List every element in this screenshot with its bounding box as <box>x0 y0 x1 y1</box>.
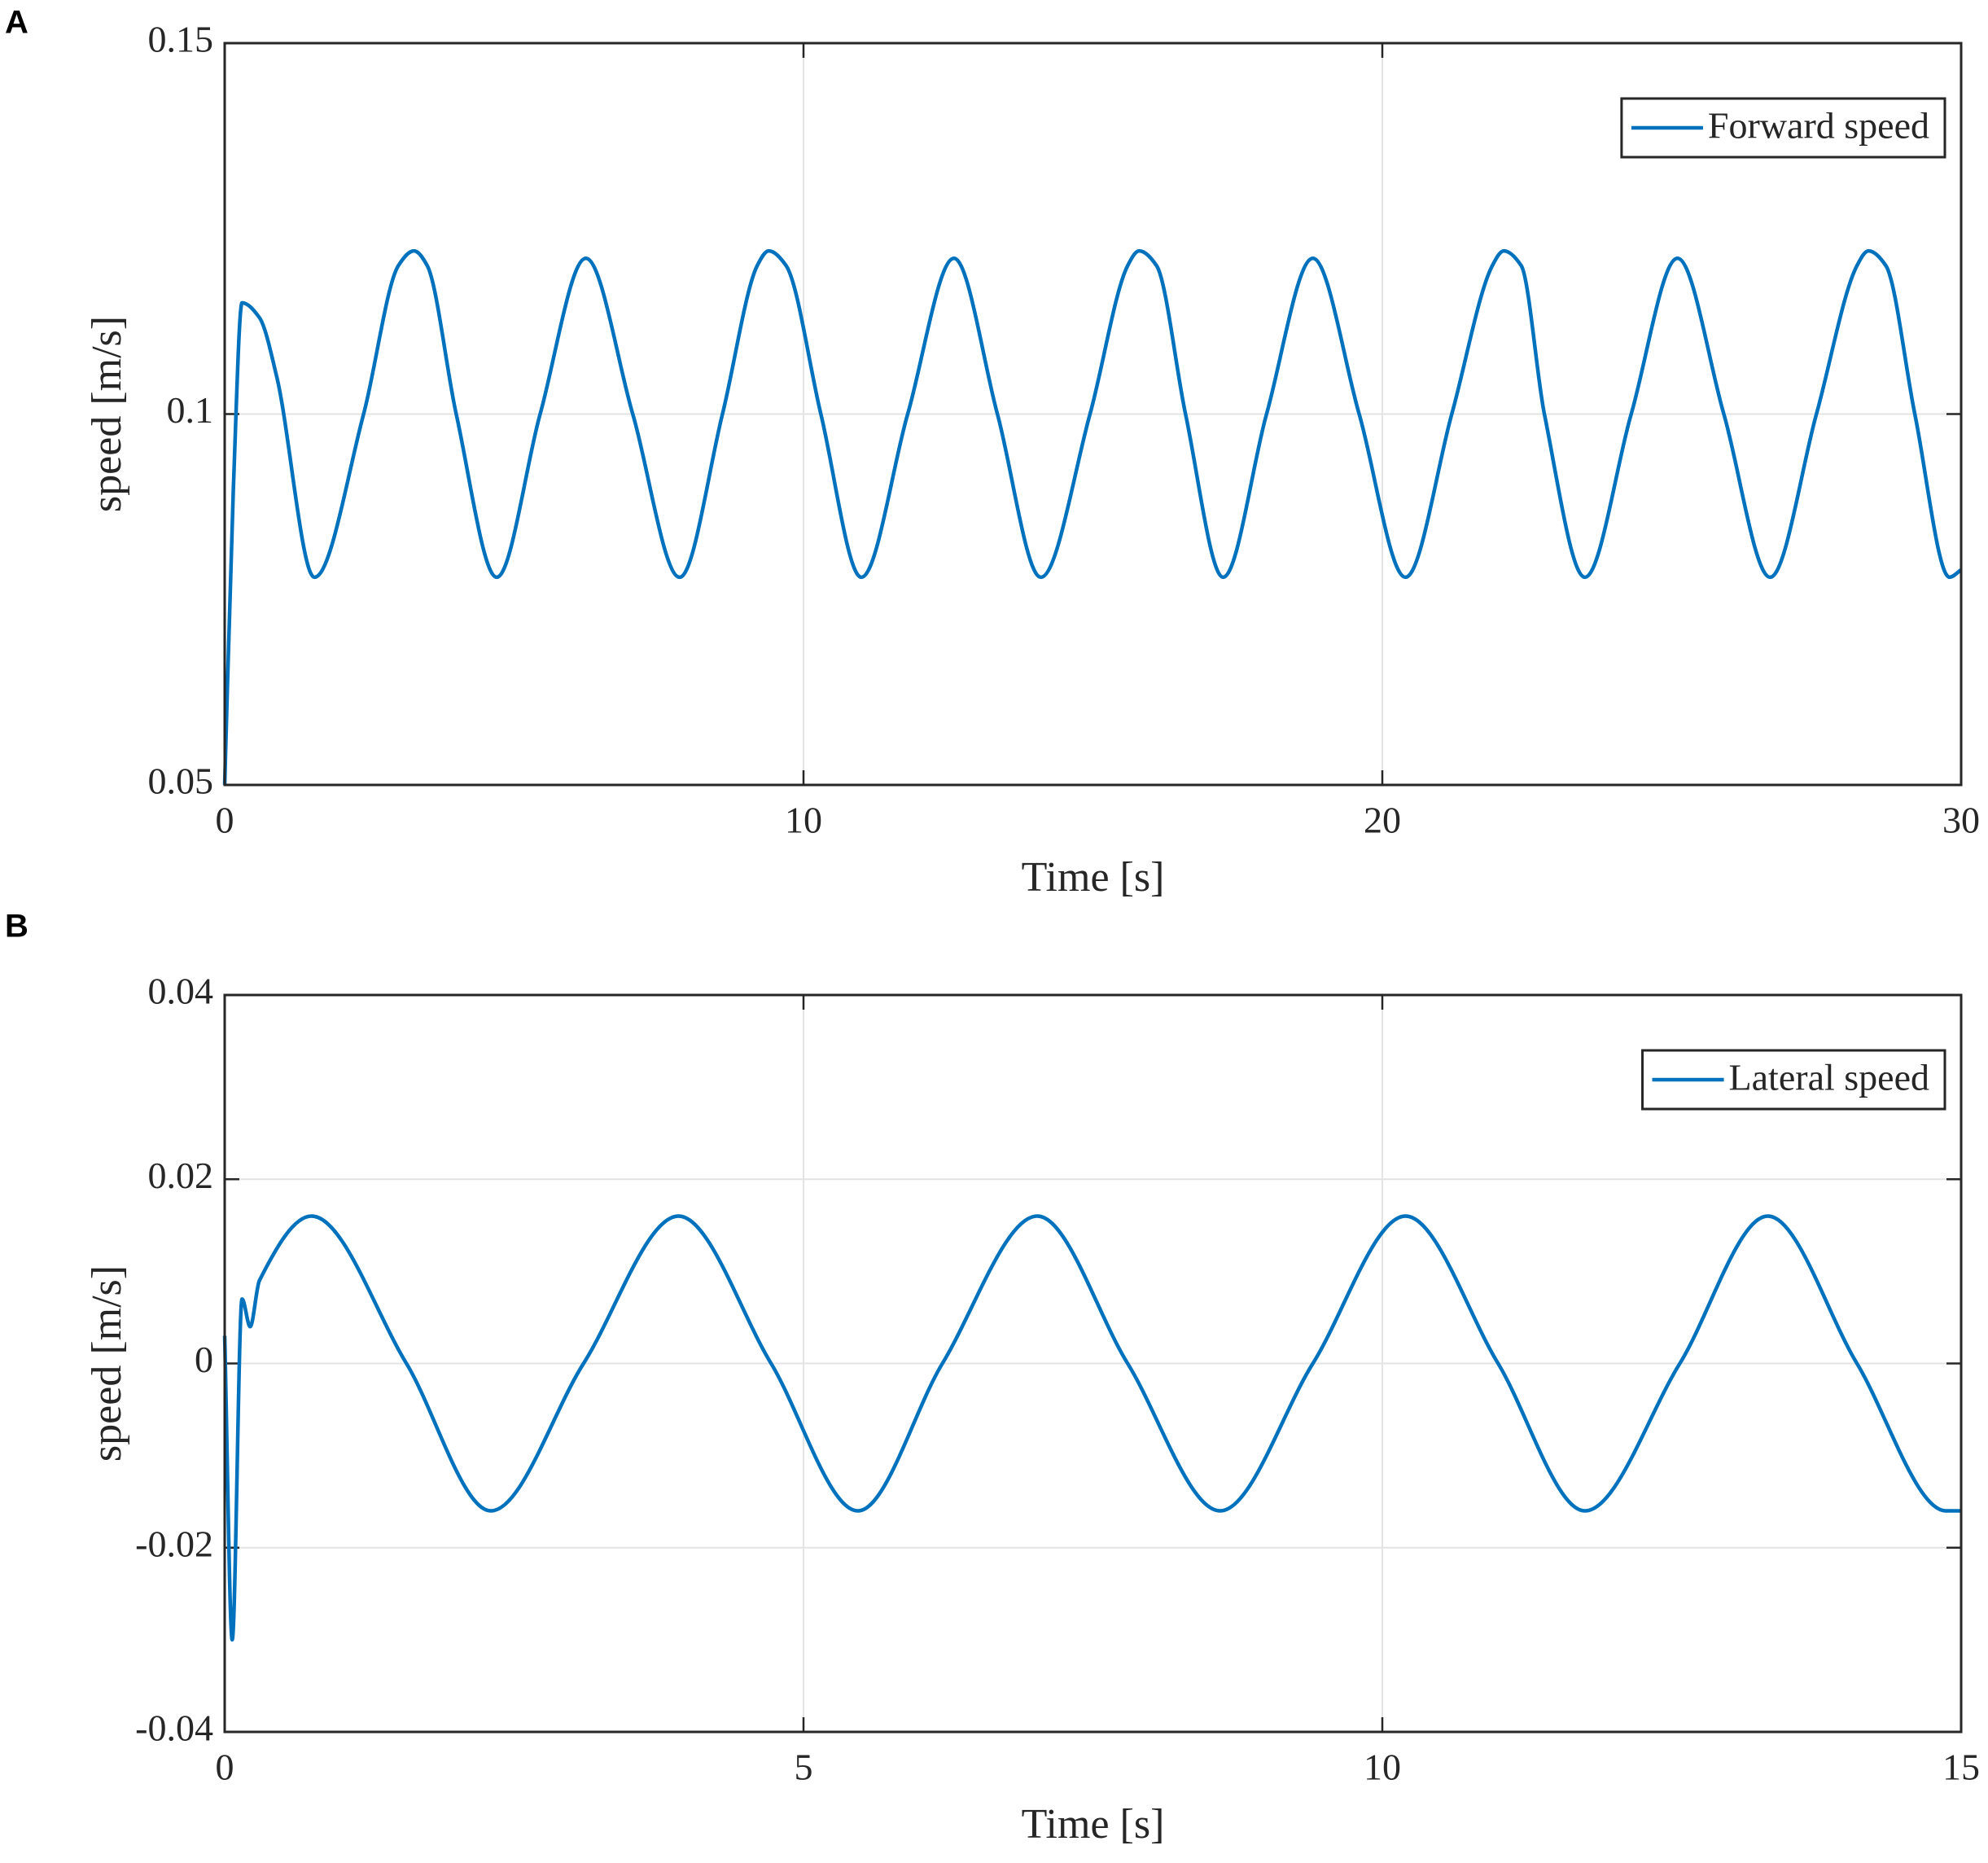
legend-label: Forward speed <box>1708 105 1929 147</box>
y-tick-label: 0.05 <box>148 761 214 802</box>
x-tick-label: 20 <box>1364 800 1401 841</box>
data-line <box>222 1214 1961 1642</box>
x-tick-label: 5 <box>795 1747 813 1788</box>
x-tick-label: 0 <box>216 800 234 841</box>
y-tick-label: 0.1 <box>167 389 214 431</box>
y-tick-label: -0.02 <box>135 1523 213 1564</box>
panel-label: A <box>5 5 28 41</box>
y-axis-label: speed [m/s] <box>84 316 130 512</box>
plot-frame <box>223 993 1963 1734</box>
legend-label: Lateral speed <box>1729 1057 1929 1098</box>
x-tick-label: 10 <box>785 800 822 841</box>
x-axis-label: Time [s] <box>1022 854 1165 901</box>
y-tick-label: 0.04 <box>148 971 214 1012</box>
data-line <box>222 248 1963 786</box>
x-axis-label: Time [s] <box>1022 1801 1165 1848</box>
legend: Forward speed <box>1620 97 1946 159</box>
y-tick-label: 0.02 <box>148 1155 214 1196</box>
x-tick-label: 10 <box>1364 1747 1401 1788</box>
y-tick-label: -0.04 <box>135 1707 213 1749</box>
y-axis-label: speed [m/s] <box>84 1265 130 1462</box>
legend: Lateral speed <box>1641 1049 1946 1111</box>
plot-frame <box>223 42 1963 787</box>
x-tick-label: 30 <box>1942 800 1980 841</box>
y-tick-label: 0.15 <box>148 19 214 60</box>
panel-label: B <box>5 909 28 945</box>
x-tick-label: 15 <box>1942 1747 1980 1788</box>
y-tick-label: 0 <box>195 1339 213 1380</box>
x-tick-label: 0 <box>216 1747 234 1788</box>
